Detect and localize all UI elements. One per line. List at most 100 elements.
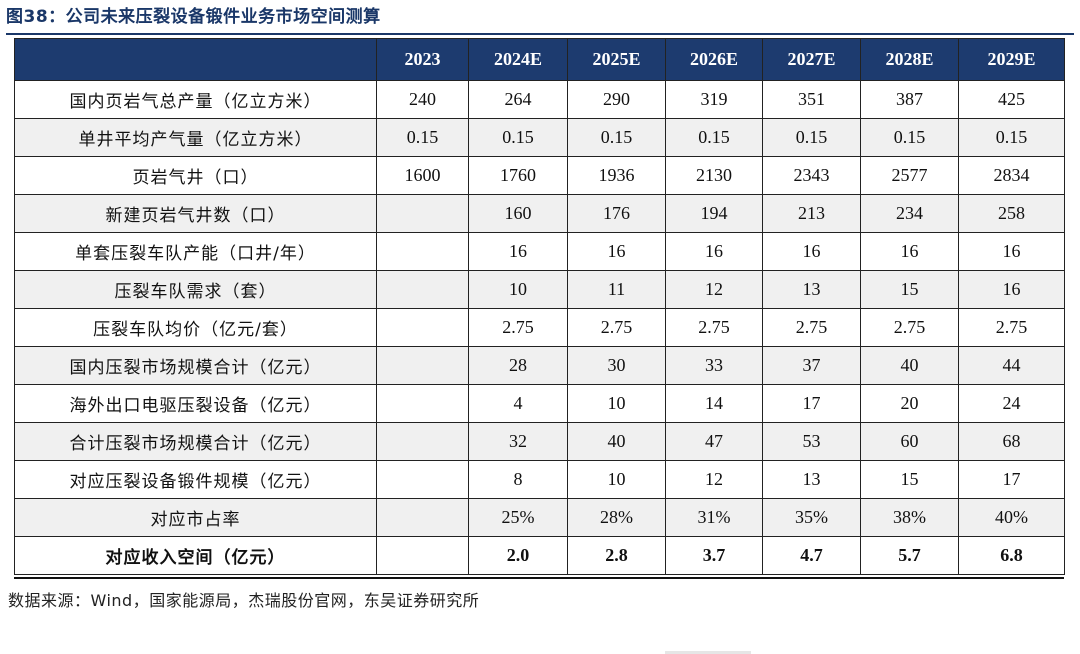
row-label: 对应市占率 — [14, 498, 377, 537]
table-cell: 2.75 — [762, 308, 861, 347]
table-cell: 1936 — [567, 156, 666, 195]
table-cell: 2.0 — [468, 536, 568, 575]
table-cell: 47 — [665, 422, 763, 461]
table-cell: 2343 — [762, 156, 861, 195]
table-row: 单井平均产气量（亿立方米） 0.15 0.15 0.15 0.15 0.15 0.15 0.1… — [14, 118, 1065, 157]
table-cell: 0.15 — [762, 118, 861, 157]
table-cell: 44 — [958, 346, 1065, 385]
table-cell: 6.8 — [958, 536, 1065, 575]
table-cell: 14 — [665, 384, 763, 423]
table-row: 新建页岩气井数（口） 160 176 194 213 234 258 — [14, 194, 1065, 233]
table-cell: 10 — [567, 460, 666, 499]
table-cell: 2.75 — [958, 308, 1065, 347]
table-cell: 2.75 — [468, 308, 568, 347]
table-row: 压裂车队需求（套） 10 11 12 13 15 16 — [14, 270, 1065, 309]
table-row: 海外出口电驱压裂设备（亿元） 4 10 14 17 20 24 — [14, 384, 1065, 423]
table-row: 对应市占率 25% 28% 31% 35% 38% 40% — [14, 498, 1065, 537]
header-cell: 2028E — [860, 38, 959, 81]
table-cell: 4 — [468, 384, 568, 423]
table-cell — [376, 346, 469, 385]
table-cell: 2130 — [665, 156, 763, 195]
table-row: 合计压裂市场规模合计（亿元） 32 40 47 53 60 68 — [14, 422, 1065, 461]
table-cell: 1600 — [376, 156, 469, 195]
figure-title: 图38：公司未来压裂设备锻件业务市场空间测算 — [6, 7, 381, 27]
table-cell: 213 — [762, 194, 861, 233]
table-cell: 32 — [468, 422, 568, 461]
row-label: 合计压裂市场规模合计（亿元） — [14, 422, 377, 461]
table-cell: 425 — [958, 80, 1065, 119]
header-row: 2023 2024E 2025E 2026E 2027E 2028E 2029E — [14, 38, 1065, 81]
table-cell: 0.15 — [567, 118, 666, 157]
table-row: 国内页岩气总产量（亿立方米） 240 264 290 319 351 387 425 — [14, 80, 1065, 119]
table-cell: 8 — [468, 460, 568, 499]
table-cell: 60 — [860, 422, 959, 461]
row-label: 国内页岩气总产量（亿立方米） — [14, 80, 377, 119]
table-row: 国内压裂市场规模合计（亿元） 28 30 33 37 40 44 — [14, 346, 1065, 385]
table-cell: 12 — [665, 270, 763, 309]
table-cell: 38% — [860, 498, 959, 537]
table-cell: 40 — [860, 346, 959, 385]
header-cell: 2027E — [762, 38, 861, 81]
table-cell: 17 — [762, 384, 861, 423]
table-cell — [376, 232, 469, 271]
table-cell — [376, 194, 469, 233]
table-cell: 0.15 — [860, 118, 959, 157]
table-cell: 31% — [665, 498, 763, 537]
table-cell: 234 — [860, 194, 959, 233]
table-cell: 319 — [665, 80, 763, 119]
row-label: 国内压裂市场规模合计（亿元） — [14, 346, 377, 385]
table-cell — [376, 536, 469, 575]
table-cell: 240 — [376, 80, 469, 119]
table-cell: 351 — [762, 80, 861, 119]
header-cell: 2026E — [665, 38, 763, 81]
row-label: 压裂车队需求（套） — [14, 270, 377, 309]
row-label: 压裂车队均价（亿元/套） — [14, 308, 377, 347]
table-cell — [376, 422, 469, 461]
table-cell: 1760 — [468, 156, 568, 195]
header-cell: 2025E — [567, 38, 666, 81]
table-row: 压裂车队均价（亿元/套） 2.75 2.75 2.75 2.75 2.75 2.75 — [14, 308, 1065, 347]
table-cell: 16 — [567, 232, 666, 271]
table-cell — [376, 270, 469, 309]
table-cell: 264 — [468, 80, 568, 119]
table-cell: 258 — [958, 194, 1065, 233]
table-cell: 2834 — [958, 156, 1065, 195]
table-cell: 0.15 — [665, 118, 763, 157]
table-cell: 16 — [958, 232, 1065, 271]
row-label: 单井平均产气量（亿立方米） — [14, 118, 377, 157]
row-label: 对应压裂设备锻件规模（亿元） — [14, 460, 377, 499]
table-cell: 3.7 — [665, 536, 763, 575]
table-cell: 2.75 — [860, 308, 959, 347]
source-note: 数据来源：Wind，国家能源局，杰瑞股份官网，东吴证券研究所 — [8, 591, 480, 610]
table-cell: 0.15 — [468, 118, 568, 157]
row-label: 对应收入空间（亿元） — [14, 536, 377, 575]
table-cell: 35% — [762, 498, 861, 537]
table-cell: 0.15 — [958, 118, 1065, 157]
table-cell: 17 — [958, 460, 1065, 499]
table-cell: 28 — [468, 346, 568, 385]
table-cell: 11 — [567, 270, 666, 309]
table-cell: 33 — [665, 346, 763, 385]
table-cell: 37 — [762, 346, 861, 385]
table-cell: 290 — [567, 80, 666, 119]
title-rule — [6, 33, 1074, 35]
header-cell: 2023 — [376, 38, 469, 81]
table-cell: 24 — [958, 384, 1065, 423]
table-cell: 5.7 — [860, 536, 959, 575]
table-cell: 13 — [762, 460, 861, 499]
row-label: 新建页岩气井数（口） — [14, 194, 377, 233]
table-cell: 16 — [665, 232, 763, 271]
table-cell: 4.7 — [762, 536, 861, 575]
table-cell: 16 — [860, 232, 959, 271]
table-cell: 176 — [567, 194, 666, 233]
row-label: 单套压裂车队产能（口井/年） — [14, 232, 377, 271]
table-cell: 16 — [762, 232, 861, 271]
table-cell: 40% — [958, 498, 1065, 537]
table-cell — [376, 460, 469, 499]
table-cell: 2577 — [860, 156, 959, 195]
table-cell: 15 — [860, 270, 959, 309]
table-cell: 25% — [468, 498, 568, 537]
table-row: 对应收入空间（亿元） 2.0 2.8 3.7 4.7 5.7 6.8 — [14, 536, 1065, 575]
divider — [665, 651, 751, 654]
table-cell: 40 — [567, 422, 666, 461]
